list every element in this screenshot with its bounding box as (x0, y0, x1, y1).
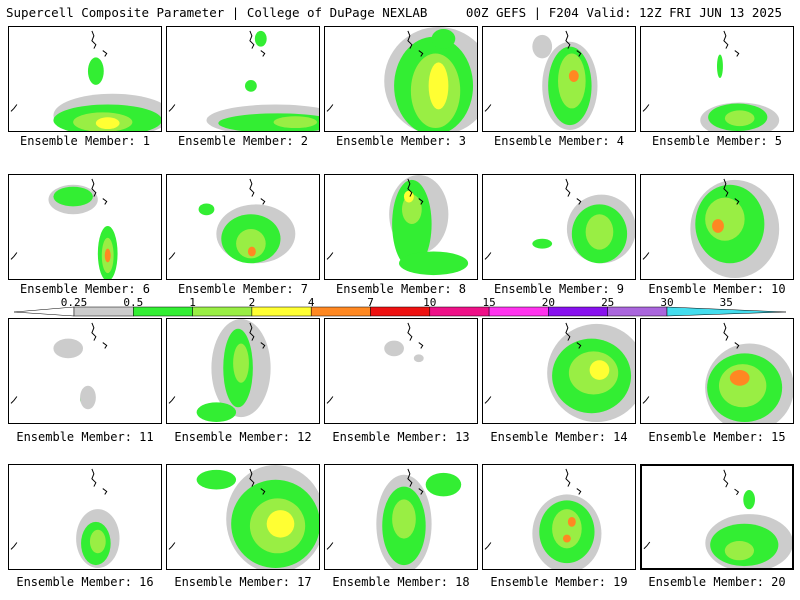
ensemble-member-map-1 (8, 26, 162, 132)
scale-bin-10 (607, 306, 668, 317)
ensemble-member-label: Ensemble Member: 14 (490, 430, 628, 444)
ensemble-member-map-5 (640, 26, 794, 132)
ensemble-member-map-8 (324, 174, 478, 280)
map-title: Supercell Composite Parameter | College … (6, 5, 428, 20)
ensemble-member-map-11 (8, 318, 162, 424)
ensemble-member-map-4 (482, 26, 636, 132)
scale-bin-5 (310, 306, 371, 317)
ensemble-member-map-17 (166, 464, 320, 570)
scale-tick-label: 30 (660, 296, 674, 309)
ensemble-member-label: Ensemble Member: 1 (19, 134, 151, 148)
ensemble-member-label: Ensemble Member: 4 (493, 134, 625, 148)
ensemble-member-map-12 (166, 318, 320, 424)
ensemble-member-label: Ensemble Member: 15 (648, 430, 786, 444)
ensemble-member-label: Ensemble Member: 18 (332, 575, 470, 589)
scale-bin-7 (429, 306, 490, 317)
ensemble-member-map-15 (640, 318, 794, 424)
ensemble-member-label: Ensemble Member: 8 (335, 282, 467, 296)
ensemble-member-label: Ensemble Member: 6 (19, 282, 151, 296)
ensemble-member-label: Ensemble Member: 19 (490, 575, 628, 589)
ensemble-member-map-6 (8, 174, 162, 280)
ensemble-member-map-3 (324, 26, 478, 132)
scale-bin-4 (251, 306, 312, 317)
ensemble-member-map-9 (482, 174, 636, 280)
ensemble-member-map-2 (166, 26, 320, 132)
scale-tick-label: 7 (367, 296, 374, 309)
scale-tick-label: 25 (601, 296, 615, 309)
ensemble-member-map-16 (8, 464, 162, 570)
ensemble-member-label: Ensemble Member: 20 (648, 575, 786, 589)
scale-tick-label: 0.25 (60, 296, 88, 309)
scale-bin-8 (488, 306, 549, 317)
ensemble-member-label: Ensemble Member: 12 (174, 430, 312, 444)
ensemble-member-label: Ensemble Member: 17 (174, 575, 312, 589)
scale-bin-6 (370, 306, 431, 317)
forecast-valid-time: 00Z GEFS | F204 Valid: 12Z FRI JUN 13 20… (465, 5, 782, 20)
ensemble-member-map-14 (482, 318, 636, 424)
ensemble-member-map-18 (324, 464, 478, 570)
ensemble-member-map-13 (324, 318, 478, 424)
ensemble-member-label: Ensemble Member: 7 (177, 282, 309, 296)
ensemble-member-label: Ensemble Member: 11 (16, 430, 154, 444)
ensemble-member-map-10 (640, 174, 794, 280)
scale-tick-label: 35 (719, 296, 733, 309)
ensemble-member-label: Ensemble Member: 10 (648, 282, 786, 296)
ensemble-member-label: Ensemble Member: 13 (332, 430, 470, 444)
ensemble-member-map-20 (640, 464, 794, 570)
scale-bin-9 (548, 306, 608, 317)
ensemble-member-map-7 (166, 174, 320, 280)
scale-tick-label: 10 (423, 296, 437, 309)
ensemble-member-map-19 (482, 464, 636, 570)
scale-tick-label: 15 (482, 296, 496, 309)
scale-tick-label: 4 (307, 296, 315, 309)
scale-tick-label: 0.5 (123, 296, 144, 309)
scale-tick-label: 2 (248, 296, 256, 309)
ensemble-member-label: Ensemble Member: 9 (493, 282, 625, 296)
ensemble-member-label: Ensemble Member: 3 (335, 134, 467, 148)
scale-bin-3 (192, 306, 253, 317)
scale-arrow-high (666, 306, 787, 317)
scale-tick-label: 20 (541, 296, 556, 309)
ensemble-member-label: Ensemble Member: 2 (177, 134, 309, 148)
scale-tick-label: 1 (189, 296, 196, 309)
ensemble-member-label: Ensemble Member: 5 (651, 134, 783, 148)
color-scale-bar (13, 306, 787, 317)
ensemble-member-label: Ensemble Member: 16 (16, 575, 154, 589)
